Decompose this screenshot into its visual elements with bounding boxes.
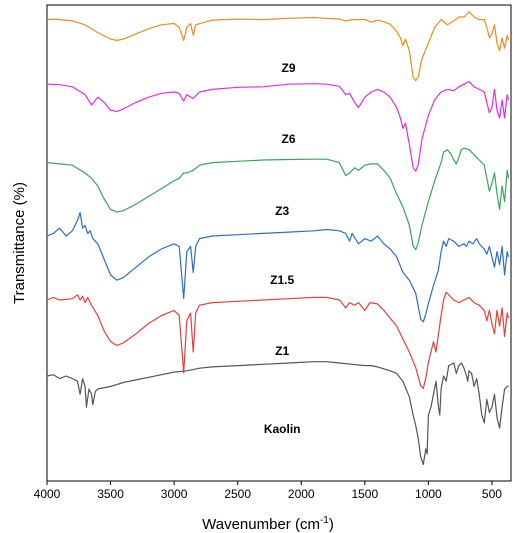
series-layer: [46, 11, 510, 465]
series-label-z1: Z1: [275, 344, 289, 358]
series-line-z1-5: [46, 212, 510, 323]
series-label-z9: Z9: [282, 61, 296, 75]
x-axis-title: Wavenumber (cm-1): [202, 515, 334, 533]
x-tick-label: 2500: [224, 487, 251, 501]
series-line-kaolin: [46, 361, 509, 465]
series-line-z6: [46, 81, 510, 172]
x-tick-label: 3000: [161, 487, 188, 501]
plot-frame: [46, 4, 512, 482]
series-line-z9: [46, 11, 510, 82]
x-axis: 4000 3500 3000 2500 2000 1500 1000 500: [34, 481, 502, 501]
x-tick-label: 500: [482, 487, 502, 501]
x-tick-label: 1000: [415, 487, 442, 501]
series-label-z3: Z3: [275, 204, 289, 218]
x-tick-label: 3500: [97, 487, 124, 501]
x-axis-title-superscript: -1: [320, 515, 329, 526]
x-axis-title-main: Wavenumber (cm: [202, 516, 320, 533]
x-tick-label: 2000: [288, 487, 315, 501]
x-axis-title-close: ): [329, 516, 334, 533]
series-line-z1: [46, 291, 510, 389]
series-label-kaolin: Kaolin: [264, 422, 301, 436]
y-axis-title: Transmittance (%): [11, 182, 28, 304]
series-label-z1-5: Z1.5: [270, 273, 294, 287]
series-line-z3: [46, 147, 510, 251]
x-tick-label: 4000: [34, 487, 61, 501]
series-labels: Z9 Z6 Z3 Z1.5 Z1 Kaolin: [264, 61, 301, 436]
x-tick-label: 1500: [351, 487, 378, 501]
series-label-z6: Z6: [282, 132, 296, 146]
